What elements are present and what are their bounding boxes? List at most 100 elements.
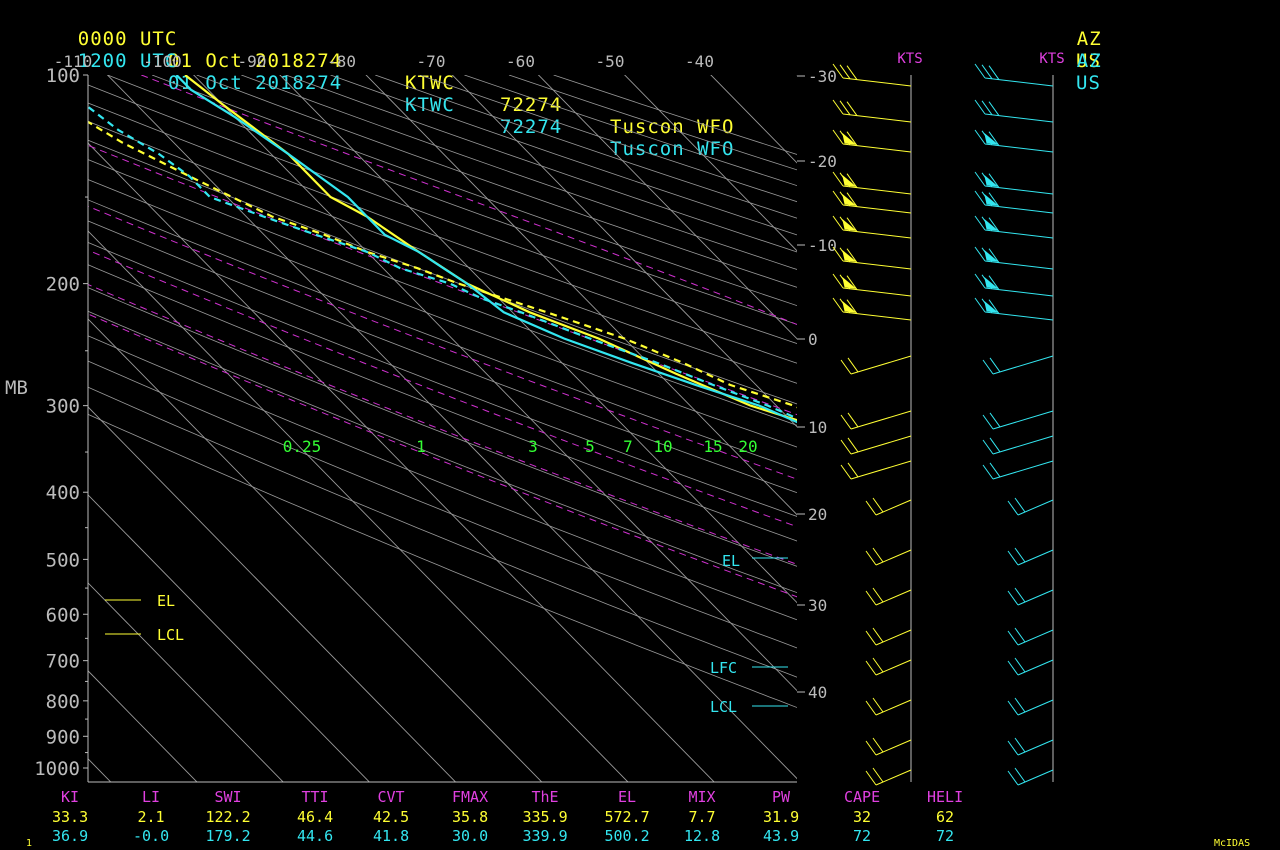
wind-barb-feather [989, 437, 1001, 453]
wind-barb-feather [1007, 550, 1019, 566]
index-value-1-li: 2.1 [137, 808, 165, 826]
wind-barb [842, 113, 912, 123]
header1-date: 01 Oct 2018274 [168, 50, 343, 72]
wind-barb-pennant [984, 218, 999, 231]
temp-tick-label: -70 [417, 52, 446, 71]
index-value-2-el: 500.2 [604, 827, 650, 845]
wind-barb-feather [865, 700, 877, 716]
dry-adiabat [88, 102, 797, 364]
wind-barb-feather [872, 497, 884, 513]
wind-barb [992, 435, 1054, 455]
wind-barb-pennant [984, 276, 999, 289]
pressure-tick-label: 900 [46, 726, 80, 748]
pressure-tick-label: 300 [46, 396, 80, 418]
wind-barb [875, 549, 912, 566]
index-value-1-swi: 122.2 [205, 808, 251, 826]
wind-barb-feather [982, 439, 994, 455]
dry-adiabat [88, 179, 797, 448]
wind-barb-feather [988, 248, 1000, 263]
profile-yellow-dashed [88, 120, 797, 409]
isotherm-line [624, 75, 797, 252]
wind-barb-feather [982, 464, 994, 480]
wind-barb [984, 77, 1054, 87]
wind-barb-feather [988, 65, 1000, 80]
index-label-el: EL [618, 788, 637, 806]
wind-barb [850, 355, 912, 375]
wind-barb-feather [988, 275, 1000, 290]
header1-id: 72274 [500, 94, 563, 116]
dry-adiabat [88, 220, 797, 494]
dry-adiabat [196, 75, 797, 288]
dry-adiabat [88, 264, 797, 542]
isotherm-line [88, 406, 457, 782]
mixing-ratio-label: 15 [703, 437, 722, 456]
wind-barb-feather [974, 63, 986, 79]
wind-barb-feather [1014, 767, 1026, 783]
wind-barb-feather [846, 131, 858, 146]
wind-barb [875, 699, 912, 716]
pressure-tick-label: 800 [46, 691, 80, 713]
wind-barb-pennant [984, 132, 999, 145]
mixing-ratio-line [1087, 500, 1280, 783]
header1-station: KTWC [405, 72, 455, 94]
isotherm-line [451, 75, 797, 428]
wind-barb-pennant [984, 193, 999, 206]
index-value-1-pw: 31.9 [763, 808, 800, 826]
wind-barb [1017, 629, 1054, 646]
index-label-li: LI [142, 788, 161, 806]
dry-adiabat [88, 310, 797, 594]
isotherm-line [106, 75, 797, 780]
wind-barb-feather [832, 297, 844, 313]
wind-barb [875, 589, 912, 606]
isotherm-line [88, 318, 543, 782]
pressure-tick-label: 100 [46, 65, 80, 87]
wind-barb-feather [847, 437, 859, 453]
el-label-cyan: EL [722, 552, 740, 570]
dry-adiabat [88, 139, 797, 405]
temp-tick-label: -80 [327, 52, 356, 71]
wind-barb-feather [840, 414, 852, 430]
index-value-2-the: 339.9 [522, 827, 568, 845]
wind-barb-feather [988, 299, 1000, 314]
wind-barb-feather [840, 359, 852, 375]
wind-barb [875, 659, 912, 676]
wind-barb-feather [1007, 660, 1019, 676]
height-tick-label: 30 [808, 596, 827, 615]
index-value-2-heli: 72 [936, 827, 955, 845]
wind-barb-feather [846, 192, 858, 207]
wind-barb-feather [865, 660, 877, 676]
wind-barb [875, 769, 912, 786]
plot-area [88, 75, 1280, 783]
wind-barb [842, 229, 912, 239]
wind-barb-feather [832, 63, 844, 79]
index-value-2-mix: 12.8 [684, 827, 721, 845]
index-value-2-swi: 179.2 [205, 827, 251, 845]
wind-barb-feather [1014, 737, 1026, 753]
wind-barb-feather [982, 414, 994, 430]
wind-barb [842, 185, 912, 195]
index-value-2-li: -0.0 [133, 827, 170, 845]
wind-barb [992, 355, 1054, 375]
wind-barb [1017, 499, 1054, 516]
wind-barb [984, 143, 1054, 153]
index-label-swi: SWI [214, 788, 242, 806]
wind-units-label-1: KTS [1039, 51, 1064, 67]
wind-barb [984, 260, 1054, 270]
wind-barb [992, 410, 1054, 430]
dry-adiabat [88, 386, 797, 678]
mixing-ratio-label: 0.25 [283, 437, 322, 456]
header1-time: 0000 UTC [77, 28, 178, 50]
wind-barb-feather [974, 246, 986, 262]
wind-barb [1017, 769, 1054, 786]
temp-tick-label: -110 [54, 52, 93, 71]
index-label-tti: TTI [301, 788, 329, 806]
dry-adiabat [88, 242, 797, 517]
isotherm-line [88, 142, 715, 782]
wind-barb-feather [847, 412, 859, 428]
wind-barb-feather [846, 173, 858, 188]
index-value-1-heli: 62 [936, 808, 955, 826]
index-label-the: ThE [531, 788, 559, 806]
moist-adiabat [88, 313, 797, 598]
isotherm-line [537, 75, 797, 340]
wind-barb [992, 460, 1054, 480]
